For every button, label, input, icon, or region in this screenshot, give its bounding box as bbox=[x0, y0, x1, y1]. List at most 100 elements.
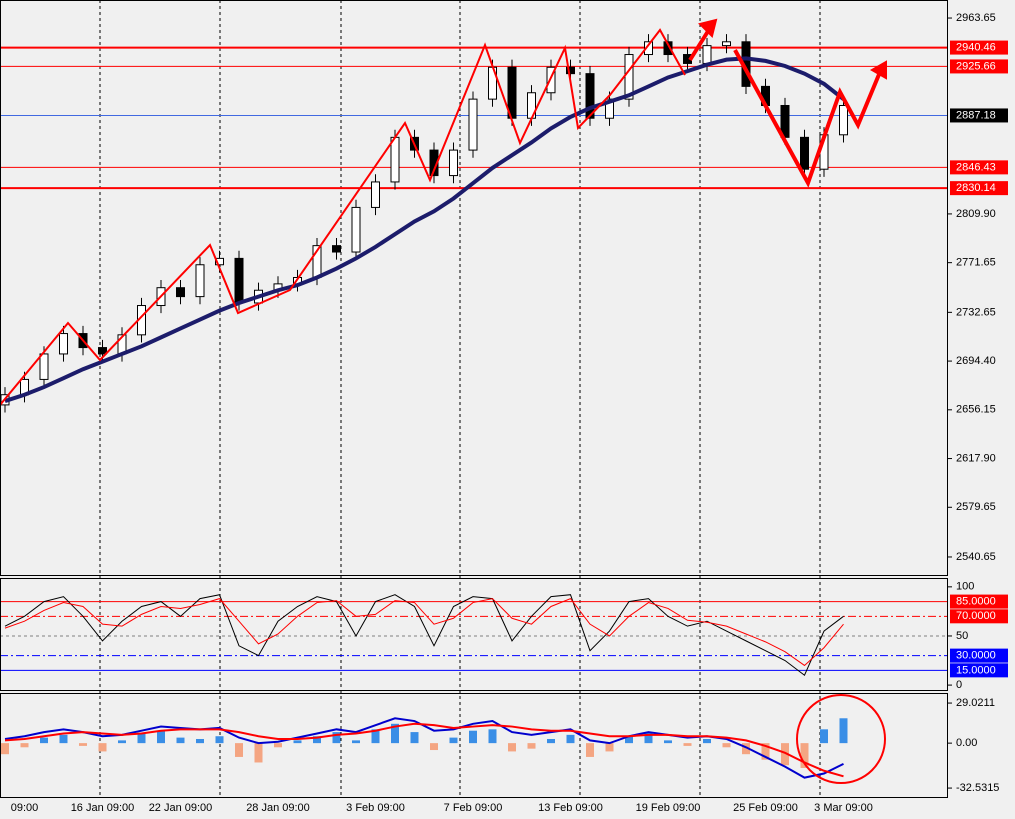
candle-body bbox=[722, 41, 731, 47]
y-tick-label: 0.00 bbox=[956, 737, 977, 749]
arrow-head bbox=[698, 18, 718, 38]
plot bbox=[0, 34, 948, 779]
y-tick-label: 2809.90 bbox=[956, 208, 996, 220]
level-label: 2925.66 bbox=[956, 60, 996, 72]
histogram-bar bbox=[371, 729, 380, 744]
candle-body bbox=[390, 136, 400, 183]
level-label-box bbox=[950, 663, 1008, 678]
y-tick-label: 2732.65 bbox=[956, 306, 996, 318]
histogram-bar bbox=[722, 743, 731, 748]
frame bbox=[0, 0, 948, 576]
histogram-bar bbox=[664, 740, 672, 744]
histogram-bar bbox=[625, 736, 633, 744]
level-label: 70.0000 bbox=[956, 610, 996, 622]
level-label-box bbox=[950, 648, 1008, 663]
candle-body bbox=[449, 149, 458, 177]
y-tick-label: 2694.40 bbox=[956, 355, 996, 367]
level-label: 15.0000 bbox=[956, 664, 996, 676]
histogram-bar bbox=[352, 740, 360, 744]
arrow bbox=[688, 26, 712, 62]
y-tick-label: 2540.65 bbox=[956, 551, 996, 563]
level-label: 2887.18 bbox=[956, 109, 996, 121]
level-label: 30.0000 bbox=[956, 650, 996, 662]
x-tick-label: 3 Feb 09:00 bbox=[346, 802, 405, 814]
x-tick-label: 09:00 bbox=[11, 802, 39, 814]
x-tick-label: 3 Mar 09:00 bbox=[814, 802, 873, 814]
candle-body bbox=[800, 136, 809, 170]
histogram-bar bbox=[98, 743, 107, 752]
level-label-box bbox=[950, 181, 1008, 196]
level-label-box bbox=[950, 108, 1008, 123]
candle-body bbox=[59, 333, 68, 355]
y-tick-label: 100 bbox=[956, 581, 974, 593]
candle-body bbox=[566, 66, 575, 75]
candle-body bbox=[195, 264, 205, 298]
candle-body bbox=[644, 41, 653, 56]
line bbox=[4, 722, 844, 778]
histogram-bar bbox=[391, 723, 399, 744]
histogram-bar bbox=[683, 743, 692, 746]
x-tick-label: 19 Feb 09:00 bbox=[636, 802, 701, 814]
histogram-bar bbox=[839, 718, 848, 744]
histogram-bar bbox=[586, 743, 594, 757]
x-tick-label: 22 Jan 09:00 bbox=[149, 802, 213, 814]
histogram-bar bbox=[547, 738, 555, 744]
y-tick-label: -32.5315 bbox=[956, 782, 999, 794]
y-tick-label: 29.0211 bbox=[956, 697, 995, 709]
histogram-bar bbox=[274, 743, 282, 748]
candle-body bbox=[176, 287, 185, 298]
line bbox=[4, 56, 845, 403]
forecast-arrow bbox=[733, 49, 882, 188]
histogram-bar bbox=[176, 737, 185, 744]
histogram-bar bbox=[742, 743, 750, 755]
histogram-bar bbox=[410, 732, 419, 744]
x-tick-label: 7 Feb 09:00 bbox=[444, 802, 503, 814]
frame bbox=[0, 693, 948, 798]
histogram-bar bbox=[293, 740, 302, 744]
histogram-bar bbox=[527, 743, 536, 749]
arrow-head bbox=[869, 60, 887, 80]
candle-body bbox=[234, 257, 244, 304]
histogram-bar bbox=[118, 740, 126, 744]
y-tick-label: 2617.90 bbox=[956, 452, 996, 464]
histogram-bar bbox=[137, 733, 146, 744]
frame bbox=[0, 578, 948, 691]
candle-body bbox=[663, 41, 673, 56]
histogram-bar bbox=[1, 743, 9, 755]
histogram-bar bbox=[20, 743, 29, 748]
vertical-separators bbox=[99, 0, 821, 797]
level-label-box bbox=[950, 40, 1008, 55]
annotations bbox=[0, 18, 887, 784]
histogram-bar bbox=[469, 730, 477, 744]
y-tick-label: 2656.15 bbox=[956, 404, 996, 416]
x-tick-label: 16 Jan 09:00 bbox=[71, 802, 135, 814]
histogram-bar bbox=[430, 743, 438, 751]
y-tick-label: 2771.65 bbox=[956, 257, 996, 269]
level-label: 85.0000 bbox=[956, 595, 996, 607]
zigzag bbox=[0, 28, 686, 406]
histogram-bar bbox=[703, 738, 711, 744]
histogram-bar bbox=[800, 743, 809, 768]
histogram-bar bbox=[781, 743, 789, 766]
histogram-bar bbox=[59, 734, 68, 744]
candle-body bbox=[839, 104, 848, 136]
histogram-bar bbox=[157, 730, 165, 744]
candle-body bbox=[215, 257, 224, 266]
histogram-bar bbox=[761, 743, 770, 760]
level-label-box bbox=[950, 59, 1008, 74]
candle-body bbox=[98, 347, 107, 355]
level-label: 2846.43 bbox=[956, 161, 996, 173]
x-tick-label: 28 Jan 09:00 bbox=[246, 802, 310, 814]
histogram-bar bbox=[332, 732, 341, 744]
highlight-circle bbox=[796, 694, 886, 784]
level-label-box bbox=[950, 594, 1008, 609]
candle-body bbox=[468, 98, 478, 151]
y-tick-label: 2579.65 bbox=[956, 501, 996, 513]
candle-body bbox=[351, 206, 361, 253]
histogram-bar bbox=[644, 732, 653, 744]
histogram-bar bbox=[449, 737, 458, 744]
level-label: 2940.46 bbox=[956, 41, 996, 53]
